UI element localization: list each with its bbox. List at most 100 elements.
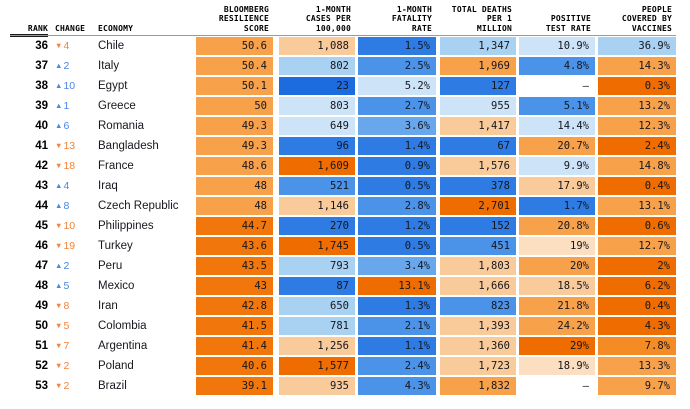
change-value: 2 (63, 360, 70, 372)
table-row: 40 ▲6 Romania 49.3 649 3.6% 1,417 14.4% … (10, 117, 676, 135)
deaths-cell: 1,803 (440, 257, 516, 275)
fatality-cell: 2.5% (358, 57, 436, 75)
deaths-cell: 1,832 (440, 377, 516, 395)
change-value: 19 (63, 240, 76, 252)
vaccines-cell: 0.3% (598, 77, 676, 95)
change-value: 4 (63, 180, 70, 192)
fatality-cell: 0.5% (358, 177, 436, 195)
rank-cell: 53 (35, 380, 48, 392)
economy-cell: Chile (98, 40, 125, 52)
economy-cell: Romania (98, 120, 145, 132)
rank-cell: 40 (35, 120, 48, 132)
table-row: 43 ▲4 Iraq 48 521 0.5% 378 17.9% 0.4% (10, 177, 676, 195)
fatality-cell: 2.7% (358, 97, 436, 115)
score-cell: 50.6 (196, 37, 273, 55)
rank-underline (10, 34, 48, 37)
vaccines-cell: 0.4% (598, 177, 676, 195)
vaccines-cell: 13.3% (598, 357, 676, 375)
table-row: 38 ▲10 Egypt 50.1 23 5.2% 127 – 0.3% (10, 77, 676, 95)
vaccines-cell: 14.3% (598, 57, 676, 75)
vaccines-cell: 2.4% (598, 137, 676, 155)
score-cell: 50.1 (196, 77, 273, 95)
header-score: BLOOMBERG RESILIENCE SCORE (218, 4, 269, 33)
score-cell: 43.5 (196, 257, 273, 275)
score-cell: 41.5 (196, 317, 273, 335)
deaths-cell: 152 (440, 217, 516, 235)
score-cell: 50.4 (196, 57, 273, 75)
vaccines-cell: 13.1% (598, 197, 676, 215)
rank-cell: 49 (35, 300, 48, 312)
vaccines-cell: 9.7% (598, 377, 676, 395)
cases-cell: 650 (279, 297, 355, 315)
test-rate-cell: – (519, 77, 595, 95)
cases-cell: 23 (279, 77, 355, 95)
rank-cell: 46 (35, 240, 48, 252)
economy-cell: Turkey (98, 240, 133, 252)
score-cell: 49.3 (196, 137, 273, 155)
change-value: 6 (63, 120, 70, 132)
rank-cell: 48 (35, 280, 48, 292)
rank-cell: 44 (35, 200, 48, 212)
rank-cell: 50 (35, 320, 48, 332)
change-arrow-icon: ▲ (55, 121, 63, 130)
change-cell: ▼19 (48, 237, 98, 255)
resilience-ranking-table: RANK CHANGE ECONOMY BLOOMBERG RESILIENCE… (10, 4, 676, 395)
economy-cell: Greece (98, 100, 136, 112)
change-cell: ▼2 (48, 357, 98, 375)
test-rate-cell: 19% (519, 237, 595, 255)
change-arrow-icon: ▼ (55, 321, 63, 330)
table-row: 52 ▼2 Poland 40.6 1,577 2.4% 1,723 18.9%… (10, 357, 676, 375)
score-cell: 42.8 (196, 297, 273, 315)
table-row: 49 ▼8 Iran 42.8 650 1.3% 823 21.8% 0.4% (10, 297, 676, 315)
test-rate-cell: 17.9% (519, 177, 595, 195)
deaths-cell: 1,666 (440, 277, 516, 295)
score-cell: 43 (196, 277, 273, 295)
test-rate-cell: 10.9% (519, 37, 595, 55)
deaths-cell: 2,701 (440, 197, 516, 215)
cases-cell: 935 (279, 377, 355, 395)
rank-cell: 52 (35, 360, 48, 372)
change-arrow-icon: ▼ (55, 141, 63, 150)
economy-cell: Brazil (98, 380, 127, 392)
cases-cell: 1,577 (279, 357, 355, 375)
rank-cell: 42 (35, 160, 48, 172)
test-rate-cell: 24.2% (519, 317, 595, 335)
rank-cell: 37 (35, 60, 48, 72)
rank-cell: 45 (35, 220, 48, 232)
rank-cell: 36 (35, 40, 48, 52)
header-test-rate: POSITIVE TEST RATE (545, 14, 591, 33)
change-arrow-icon: ▼ (55, 41, 63, 50)
rank-cell: 43 (35, 180, 48, 192)
change-value: 18 (63, 160, 76, 172)
vaccines-cell: 7.8% (598, 337, 676, 355)
change-arrow-icon: ▲ (55, 261, 63, 270)
table-row: 37 ▲2 Italy 50.4 802 2.5% 1,969 4.8% 14.… (10, 57, 676, 75)
test-rate-cell: 1.7% (519, 197, 595, 215)
table-row: 44 ▲8 Czech Republic 48 1,146 2.8% 2,701… (10, 197, 676, 215)
deaths-cell: 378 (440, 177, 516, 195)
header-vaccines: PEOPLE COVERED BY VACCINES (621, 4, 672, 33)
table-row: 53 ▼2 Brazil 39.1 935 4.3% 1,832 – 9.7% (10, 377, 676, 395)
vaccines-cell: 0.6% (598, 217, 676, 235)
score-cell: 48 (196, 177, 273, 195)
change-value: 4 (63, 40, 70, 52)
table-row: 39 ▲1 Greece 50 803 2.7% 955 5.1% 13.2% (10, 97, 676, 115)
score-cell: 48 (196, 197, 273, 215)
change-value: 2 (63, 260, 70, 272)
economy-cell: Argentina (98, 340, 148, 352)
cases-cell: 96 (279, 137, 355, 155)
score-cell: 49.3 (196, 117, 273, 135)
rank-cell: 38 (35, 80, 48, 92)
test-rate-cell: – (519, 377, 595, 395)
vaccines-cell: 36.9% (598, 37, 676, 55)
change-arrow-icon: ▲ (55, 281, 63, 290)
economy-cell: Philippines (98, 220, 154, 232)
rank-cell: 51 (35, 340, 48, 352)
table-row: 42 ▼18 France 48.6 1,609 0.9% 1,576 9.9%… (10, 157, 676, 175)
change-arrow-icon: ▼ (55, 301, 63, 310)
header-cases: 1-MONTH CASES PER 100,000 (305, 4, 351, 33)
change-arrow-icon: ▲ (55, 81, 63, 90)
change-cell: ▼13 (48, 137, 98, 155)
cases-cell: 793 (279, 257, 355, 275)
change-cell: ▲10 (48, 77, 98, 95)
